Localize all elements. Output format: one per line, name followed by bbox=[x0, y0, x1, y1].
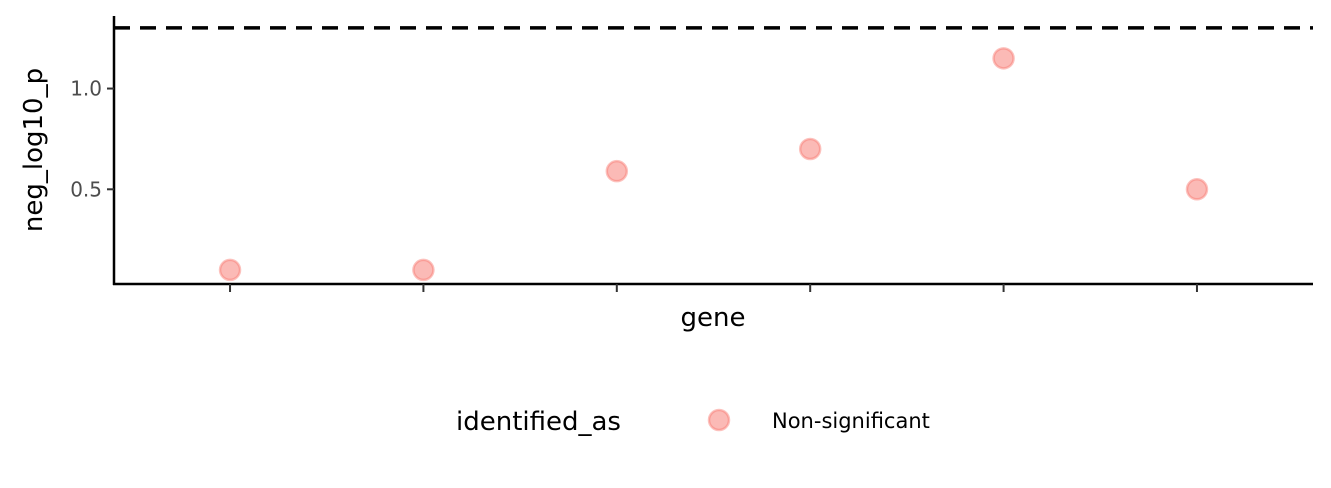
data-point bbox=[992, 47, 1015, 70]
data-point bbox=[605, 159, 629, 183]
x-axis-title: gene bbox=[681, 303, 746, 333]
x-ticks bbox=[229, 284, 1198, 292]
y-ticks: 0.5 1.0 bbox=[70, 77, 114, 201]
data-point bbox=[218, 258, 242, 282]
data-points bbox=[218, 47, 1209, 282]
data-point bbox=[1185, 178, 1209, 201]
data-point bbox=[798, 137, 822, 161]
legend-title: identified_as bbox=[456, 407, 621, 437]
axes bbox=[112, 16, 1313, 286]
y-tick-label: 1.0 bbox=[70, 77, 102, 101]
y-axis-title: neg_log10_p bbox=[19, 68, 49, 232]
data-point bbox=[412, 258, 435, 282]
y-tick-label: 0.5 bbox=[70, 177, 102, 201]
legend: identified_as Non-significant bbox=[456, 407, 930, 437]
legend-label: Non-significant bbox=[772, 409, 930, 433]
legend-key-marker bbox=[707, 408, 731, 432]
